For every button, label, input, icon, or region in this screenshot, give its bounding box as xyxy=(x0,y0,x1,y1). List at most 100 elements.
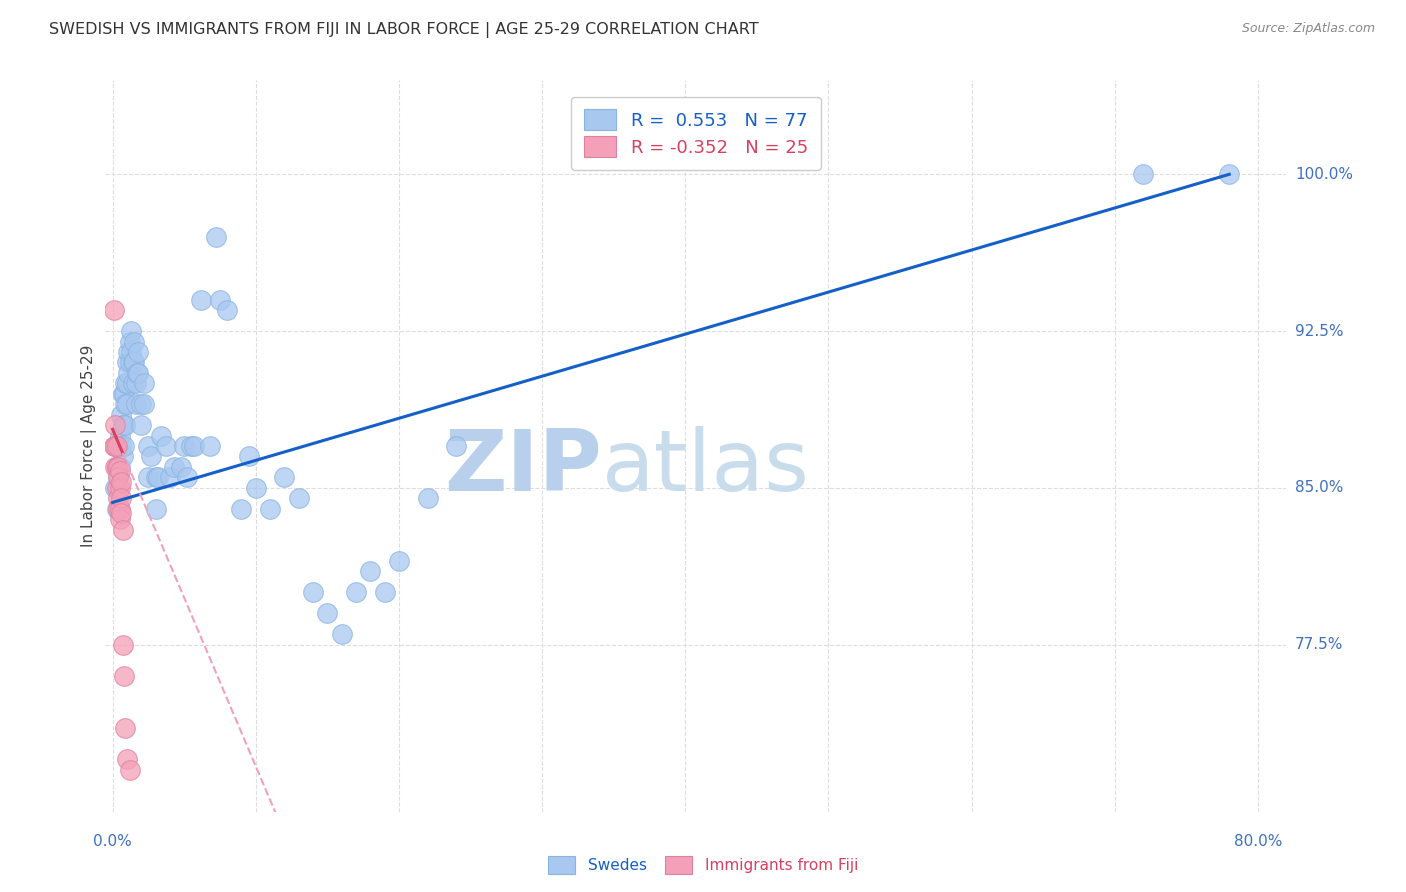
Point xyxy=(132,376,155,391)
Point xyxy=(117,366,139,380)
Point xyxy=(105,459,128,474)
Point xyxy=(108,464,131,478)
Point xyxy=(118,355,141,369)
Point xyxy=(132,397,155,411)
Point xyxy=(176,470,198,484)
Point xyxy=(170,459,193,474)
Point xyxy=(118,334,141,349)
Point xyxy=(104,418,127,433)
Legend: R =  0.553   N = 77, R = -0.352   N = 25: R = 0.553 N = 77, R = -0.352 N = 25 xyxy=(571,96,821,170)
Point xyxy=(173,439,195,453)
Point xyxy=(273,470,295,484)
Point xyxy=(111,418,134,433)
Point xyxy=(444,439,467,453)
Point xyxy=(108,459,131,474)
Point xyxy=(183,439,205,453)
Point xyxy=(114,721,136,735)
Point xyxy=(245,481,267,495)
Point xyxy=(112,418,135,433)
Text: 80.0%: 80.0% xyxy=(1233,834,1282,849)
Text: SWEDISH VS IMMIGRANTS FROM FIJI IN LABOR FORCE | AGE 25-29 CORRELATION CHART: SWEDISH VS IMMIGRANTS FROM FIJI IN LABOR… xyxy=(49,22,759,38)
Point xyxy=(110,506,132,520)
Point xyxy=(145,470,167,484)
Point xyxy=(359,565,381,579)
Text: 85.0%: 85.0% xyxy=(1295,480,1343,495)
Point xyxy=(127,366,149,380)
Point xyxy=(138,470,160,484)
Text: 100.0%: 100.0% xyxy=(1295,167,1353,182)
Point xyxy=(115,752,138,766)
Point xyxy=(108,428,131,442)
Point xyxy=(208,293,231,307)
Point xyxy=(117,345,139,359)
Text: 92.5%: 92.5% xyxy=(1295,324,1343,339)
Text: 77.5%: 77.5% xyxy=(1295,637,1343,652)
Point xyxy=(108,481,131,495)
Point xyxy=(120,345,142,359)
Point xyxy=(107,501,129,516)
Y-axis label: In Labor Force | Age 25-29: In Labor Force | Age 25-29 xyxy=(82,345,97,547)
Point xyxy=(124,397,146,411)
Point xyxy=(1132,167,1154,181)
Point xyxy=(163,459,186,474)
Point xyxy=(190,293,212,307)
Point xyxy=(204,230,226,244)
Point xyxy=(121,376,143,391)
Point xyxy=(112,669,135,683)
Point xyxy=(104,439,127,453)
Point xyxy=(217,303,239,318)
Point xyxy=(103,439,125,453)
Point xyxy=(105,439,128,453)
Point xyxy=(302,585,325,599)
Point xyxy=(316,606,339,620)
Point xyxy=(111,523,134,537)
Point xyxy=(108,512,131,526)
Point xyxy=(112,386,135,401)
Point xyxy=(103,303,125,318)
Point xyxy=(148,470,170,484)
Point xyxy=(115,355,138,369)
Point xyxy=(124,376,146,391)
Point xyxy=(104,481,127,495)
Point xyxy=(121,355,143,369)
Point xyxy=(120,324,142,338)
Text: atlas: atlas xyxy=(602,426,810,509)
Point xyxy=(159,470,181,484)
Point xyxy=(129,418,152,433)
Point xyxy=(416,491,439,506)
Point xyxy=(155,439,177,453)
Point xyxy=(107,470,129,484)
Point xyxy=(105,481,128,495)
Point xyxy=(287,491,309,506)
Point xyxy=(104,459,127,474)
Point xyxy=(231,501,253,516)
Point xyxy=(122,355,145,369)
Point xyxy=(108,501,131,516)
Text: Source: ZipAtlas.com: Source: ZipAtlas.com xyxy=(1241,22,1375,36)
Point xyxy=(125,366,148,380)
Point xyxy=(110,439,132,453)
Point xyxy=(105,459,128,474)
Point xyxy=(118,763,141,777)
Point xyxy=(141,450,163,464)
Point xyxy=(238,450,260,464)
Point xyxy=(150,428,173,442)
Point xyxy=(145,501,167,516)
Point xyxy=(111,386,134,401)
Point xyxy=(114,418,136,433)
Point xyxy=(107,470,129,484)
Point xyxy=(107,459,129,474)
Point xyxy=(330,627,353,641)
Point xyxy=(112,439,135,453)
Point xyxy=(114,397,136,411)
Point xyxy=(129,397,152,411)
Text: 0.0%: 0.0% xyxy=(93,834,132,849)
Point xyxy=(344,585,367,599)
Point xyxy=(110,491,132,506)
Point xyxy=(105,501,128,516)
Point xyxy=(115,397,138,411)
Point xyxy=(138,439,160,453)
Point xyxy=(110,475,132,489)
Point xyxy=(198,439,221,453)
Point xyxy=(127,345,149,359)
